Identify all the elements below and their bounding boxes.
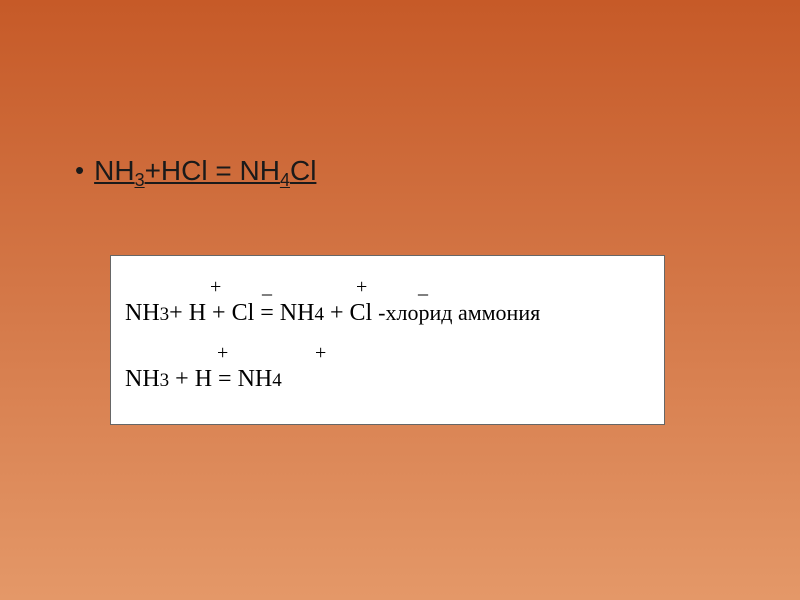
eq-nh: NH: [94, 155, 134, 187]
r1-p2s: 4: [314, 304, 324, 325]
r2-p2: + H = NH: [169, 366, 272, 392]
r1-p3: + Cl: [324, 300, 378, 326]
main-equation: NH3 +HCl = NH4Cl: [94, 155, 316, 187]
ionic-row-1-text: NH3+ H + Cl = NH4 + Cl -хлорид аммония: [125, 300, 540, 327]
bullet-dot: •: [75, 155, 84, 186]
charge-r1-1: +: [210, 276, 221, 299]
charge-r1-4: _: [418, 276, 428, 299]
r1-p2: + H + Cl = NH: [169, 300, 314, 326]
charge-r2-2: +: [315, 342, 326, 365]
eq-mid: +HCl = NH: [145, 155, 280, 187]
ionic-row-2: + + NH3 + H = NH4: [125, 340, 650, 406]
main-equation-bullet: • NH3 +HCl = NH4Cl: [75, 155, 316, 187]
r2-p2s: 4: [272, 370, 282, 391]
eq-sub4: 4: [280, 170, 290, 191]
r1-annotation: -хлорид аммония: [378, 300, 540, 325]
r1-p1s: 3: [160, 304, 170, 325]
charge-r1-2: _: [262, 276, 272, 299]
charge-r1-3: +: [356, 276, 367, 299]
ionic-row-2-text: NH3 + H = NH4: [125, 366, 282, 393]
r2-p1s: 3: [160, 370, 170, 391]
r2-p1: NH: [125, 366, 160, 392]
charge-r2-1: +: [217, 342, 228, 365]
eq-sub3: 3: [135, 170, 145, 191]
r1-p1: NH: [125, 300, 160, 326]
ionic-equation-box: + _ + _ NH3+ H + Cl = NH4 + Cl -хлорид а…: [110, 255, 665, 425]
ionic-row-1: + _ + _ NH3+ H + Cl = NH4 + Cl -хлорид а…: [125, 274, 650, 340]
eq-cl: Cl: [290, 155, 316, 187]
